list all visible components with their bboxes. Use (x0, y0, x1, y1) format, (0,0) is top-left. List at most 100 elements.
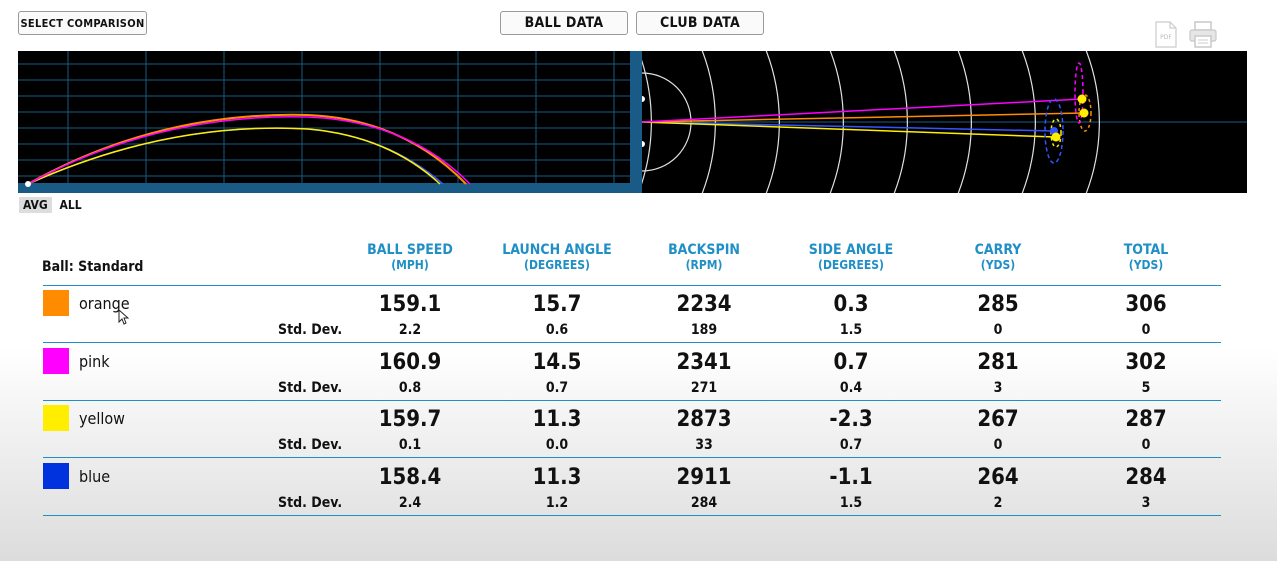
column-unit: (MPH) (391, 258, 429, 272)
std-dev-value: 0 (1141, 437, 1151, 453)
column-header: CARRY (YDS) (923, 243, 1073, 273)
metric-value: 2911 (676, 464, 732, 490)
metric-value: 284 (1125, 464, 1167, 490)
metric-value: 267 (977, 407, 1019, 432)
metric-value: 15.7 (532, 292, 582, 317)
std-dev-value: 0.7 (545, 379, 569, 396)
row-divider (43, 342, 1221, 343)
color-swatch (43, 347, 69, 374)
metric-value: 0.3 (833, 292, 869, 317)
ball-data-tab[interactable]: BALL DATA (500, 11, 628, 35)
club-data-tab[interactable]: CLUB DATA (636, 11, 764, 35)
std-dev-value: 3 (1141, 494, 1151, 511)
metric-value: 306 (1125, 292, 1167, 317)
metric-value: -2.3 (829, 407, 873, 432)
print-icon[interactable] (1189, 21, 1217, 52)
column-title: BALL SPEED (367, 242, 453, 258)
std-dev-value: 0 (1141, 322, 1151, 338)
metric-value: 0.7 (833, 349, 869, 375)
metric-value: 158.4 (378, 464, 442, 490)
metric-value: 11.3 (532, 464, 582, 490)
column-header: LAUNCH ANGLE (DEGREES) (482, 243, 632, 273)
std-dev-label: Std. Dev. (278, 437, 343, 453)
std-dev-value: 2 (993, 494, 1003, 511)
view-toggle: AVG ALL (19, 197, 86, 213)
ball-name: pink (79, 351, 110, 371)
svg-text:PDF: PDF (1160, 34, 1172, 41)
row-divider (43, 457, 1221, 458)
color-swatch (43, 290, 69, 316)
all-toggle[interactable]: ALL (59, 198, 82, 212)
trajectory-pink (27, 116, 471, 185)
metric-value: 159.1 (378, 292, 442, 317)
std-dev-value: 1.5 (839, 494, 863, 511)
std-dev-label: Std. Dev. (278, 379, 343, 396)
column-unit: (RPM) (685, 258, 723, 272)
std-dev-value: 189 (690, 322, 718, 338)
std-dev-value: 1.5 (839, 322, 863, 338)
std-dev-value: 271 (690, 379, 718, 396)
metric-value: 14.5 (532, 349, 582, 375)
metric-value: 285 (977, 292, 1019, 317)
avg-toggle[interactable]: AVG (19, 197, 52, 213)
ball-name: blue (79, 466, 111, 486)
std-dev-value: 0 (993, 437, 1003, 453)
std-dev-label: Std. Dev. (278, 494, 343, 511)
column-header: BALL SPEED (MPH) (335, 243, 485, 273)
std-dev-value: 0.0 (545, 437, 569, 453)
metric-value: 2873 (676, 407, 732, 432)
std-dev-value: 0.8 (398, 379, 422, 396)
color-swatch (43, 405, 69, 431)
column-unit: (YDS) (1128, 258, 1164, 272)
metric-value: -1.1 (829, 464, 873, 490)
std-dev-value: 0 (993, 322, 1003, 338)
column-unit: (YDS) (980, 258, 1016, 272)
metric-value: 11.3 (532, 407, 582, 432)
row-divider (43, 400, 1221, 401)
column-title: SIDE ANGLE (808, 242, 894, 258)
std-dev-value: 284 (690, 494, 718, 511)
row-divider (43, 285, 1221, 286)
std-dev-value: 0.1 (398, 437, 422, 453)
trajectory-yellow (27, 127, 441, 185)
std-dev-value: 33 (695, 437, 713, 453)
std-dev-value: 3 (993, 379, 1003, 396)
column-title: TOTAL (1123, 242, 1169, 258)
metric-value: 287 (1125, 407, 1167, 432)
std-dev-value: 0.7 (839, 437, 863, 453)
metric-value: 2341 (676, 349, 732, 375)
column-header: BACKSPIN (RPM) (629, 243, 779, 273)
metric-value: 160.9 (378, 349, 442, 375)
ball-type-label: Ball: Standard (42, 259, 144, 275)
std-dev-value: 5 (1141, 379, 1151, 396)
ball-name: orange (79, 294, 130, 313)
column-title: CARRY (974, 242, 1022, 258)
side-view-trajectory-panel (18, 51, 642, 193)
column-title: BACKSPIN (668, 242, 740, 258)
pdf-icon[interactable]: PDF (1155, 21, 1177, 52)
trajectory-orange (27, 113, 467, 185)
column-unit: (DEGREES) (524, 258, 590, 272)
metric-value: 264 (977, 464, 1019, 490)
select-comparison-button[interactable]: SELECT COMPARISON (18, 11, 147, 35)
column-header: SIDE ANGLE (DEGREES) (776, 243, 926, 273)
mouse-cursor-icon (118, 308, 130, 329)
column-header: TOTAL (YDS) (1071, 243, 1221, 273)
column-title: LAUNCH ANGLE (502, 242, 612, 258)
metric-value: 2234 (676, 292, 732, 317)
std-dev-value: 0.4 (839, 379, 863, 396)
std-dev-value: 1.2 (545, 494, 569, 511)
std-dev-label: Std. Dev. (278, 322, 343, 338)
column-unit: (DEGREES) (818, 258, 884, 272)
tee-point (25, 181, 31, 187)
ball-name: yellow (79, 409, 125, 428)
std-dev-value: 2.2 (398, 322, 422, 338)
row-divider (43, 515, 1221, 516)
metric-value: 159.7 (378, 407, 442, 432)
top-view-dispersion-panel (533, 0, 1247, 259)
color-swatch (43, 462, 69, 489)
std-dev-value: 0.6 (545, 322, 569, 338)
std-dev-value: 2.4 (398, 494, 422, 511)
metric-value: 281 (977, 349, 1019, 375)
metric-value: 302 (1125, 349, 1167, 375)
